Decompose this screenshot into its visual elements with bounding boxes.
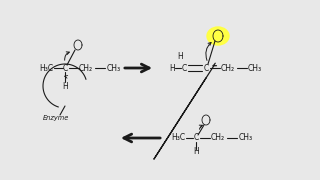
Text: H: H bbox=[177, 51, 183, 60]
Text: C: C bbox=[193, 134, 199, 143]
Text: H: H bbox=[193, 147, 199, 156]
Text: H₃C: H₃C bbox=[171, 134, 185, 143]
Text: CH₃: CH₃ bbox=[239, 134, 253, 143]
Text: CH₃: CH₃ bbox=[248, 64, 262, 73]
Text: CH₂: CH₂ bbox=[79, 64, 93, 73]
Text: C: C bbox=[204, 64, 209, 73]
Text: H₃C: H₃C bbox=[39, 64, 53, 73]
Text: C: C bbox=[62, 64, 68, 73]
Text: H: H bbox=[62, 82, 68, 91]
Text: CH₃: CH₃ bbox=[107, 64, 121, 73]
Ellipse shape bbox=[207, 27, 229, 45]
Text: CH₂: CH₂ bbox=[221, 64, 235, 73]
Text: CH₂: CH₂ bbox=[211, 134, 225, 143]
Text: Enzyme: Enzyme bbox=[43, 115, 69, 121]
Text: H: H bbox=[169, 64, 175, 73]
Text: C: C bbox=[181, 64, 187, 73]
